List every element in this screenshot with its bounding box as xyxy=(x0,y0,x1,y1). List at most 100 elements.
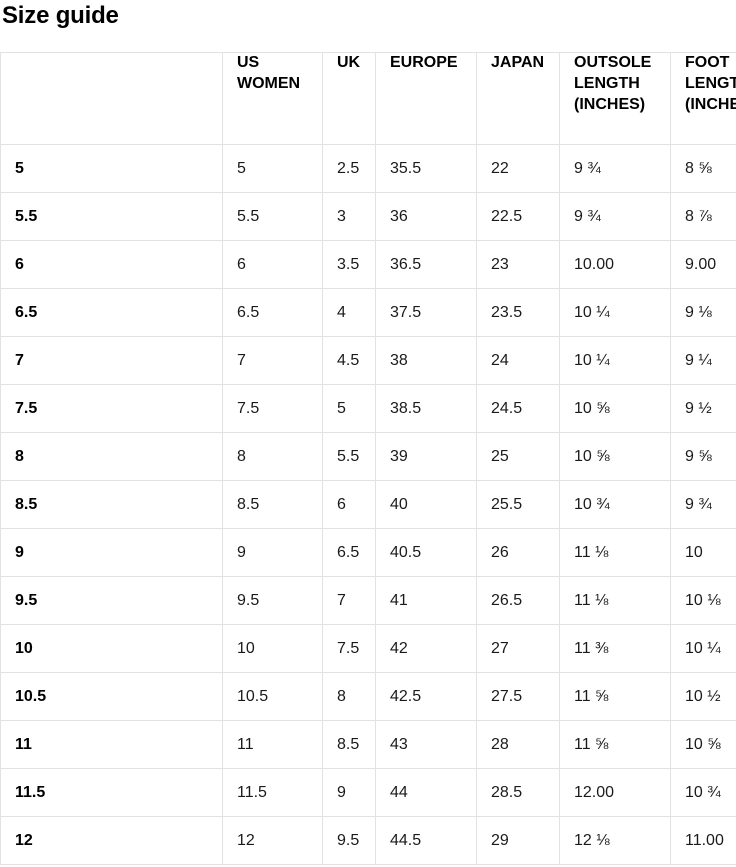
data-cell: 2.5 xyxy=(322,144,376,193)
row-label-cell: 12 xyxy=(0,816,223,865)
data-cell: 11.5 xyxy=(222,768,323,817)
row-label-cell: 6 xyxy=(0,240,223,289)
header-cell: JAPAN xyxy=(476,52,560,145)
data-cell: 9 ¾ xyxy=(670,480,736,529)
data-cell: 11 ⅛ xyxy=(559,576,671,625)
row-label-cell: 9.5 xyxy=(0,576,223,625)
data-cell: 29 xyxy=(476,816,560,865)
data-cell: 36.5 xyxy=(375,240,477,289)
data-cell: 10 ¼ xyxy=(559,288,671,337)
corner-cell xyxy=(0,52,223,145)
data-cell: 27 xyxy=(476,624,560,673)
table-row: 11 11 8.5 43 28 11 ⅝ 10 ⅝ xyxy=(0,720,736,769)
data-cell: 44.5 xyxy=(375,816,477,865)
data-cell: 38 xyxy=(375,336,477,385)
data-cell: 8.5 xyxy=(322,720,376,769)
data-cell: 44 xyxy=(375,768,477,817)
data-cell: 6.5 xyxy=(222,288,323,337)
row-label-cell: 10.5 xyxy=(0,672,223,721)
data-cell: 22.5 xyxy=(476,192,560,241)
data-cell: 9 ¾ xyxy=(559,144,671,193)
data-cell: 9 ¼ xyxy=(670,336,736,385)
row-label-cell: 9 xyxy=(0,528,223,577)
table-row: 9 9 6.5 40.5 26 11 ⅛ 10 xyxy=(0,528,736,577)
data-cell: 23.5 xyxy=(476,288,560,337)
data-cell: 9 ⅛ xyxy=(670,288,736,337)
data-cell: 11 ⅝ xyxy=(559,672,671,721)
data-cell: 11 ⅝ xyxy=(559,720,671,769)
data-cell: 9 xyxy=(222,528,323,577)
row-label-cell: 8.5 xyxy=(0,480,223,529)
data-cell: 12 ⅛ xyxy=(559,816,671,865)
table-head: US WOMEN UK EUROPE JAPAN OUTSOLE LENGTH (inc… xyxy=(0,52,736,145)
data-cell: 3 xyxy=(322,192,376,241)
data-cell: 9 ¾ xyxy=(559,192,671,241)
data-cell: 9.00 xyxy=(670,240,736,289)
data-cell: 25 xyxy=(476,432,560,481)
data-cell: 41 xyxy=(375,576,477,625)
data-cell: 10 ⅛ xyxy=(670,576,736,625)
data-cell: 43 xyxy=(375,720,477,769)
table-row: 11.5 11.5 9 44 28.5 12.00 10 ¾ xyxy=(0,768,736,817)
data-cell: 24.5 xyxy=(476,384,560,433)
row-label-cell: 7 xyxy=(0,336,223,385)
data-cell: 5.5 xyxy=(222,192,323,241)
data-cell: 10 ½ xyxy=(670,672,736,721)
table-row: 10.5 10.5 8 42.5 27.5 11 ⅝ 10 ½ xyxy=(0,672,736,721)
data-cell: 11.00 xyxy=(670,816,736,865)
data-cell: 9 ½ xyxy=(670,384,736,433)
data-cell: 35.5 xyxy=(375,144,477,193)
data-cell: 6 xyxy=(222,240,323,289)
data-cell: 40 xyxy=(375,480,477,529)
data-cell: 10 ⅝ xyxy=(559,384,671,433)
data-cell: 27.5 xyxy=(476,672,560,721)
header-row: US WOMEN UK EUROPE JAPAN OUTSOLE LENGTH (inc… xyxy=(0,52,736,145)
data-cell: 4 xyxy=(322,288,376,337)
data-cell: 9 ⅝ xyxy=(670,432,736,481)
data-cell: 10 ⅝ xyxy=(670,720,736,769)
row-label-cell: 11.5 xyxy=(0,768,223,817)
data-cell: 8 xyxy=(222,432,323,481)
data-cell: 36 xyxy=(375,192,477,241)
row-label-cell: 8 xyxy=(0,432,223,481)
data-cell: 5.5 xyxy=(322,432,376,481)
data-cell: 12 xyxy=(222,816,323,865)
data-cell: 5 xyxy=(322,384,376,433)
data-cell: 9.5 xyxy=(222,576,323,625)
table-row: 12 12 9.5 44.5 29 12 ⅛ 11.00 xyxy=(0,816,736,865)
table-row: 9.5 9.5 7 41 26.5 11 ⅛ 10 ⅛ xyxy=(0,576,736,625)
data-cell: 7 xyxy=(322,576,376,625)
data-cell: 40.5 xyxy=(375,528,477,577)
size-guide-table: US WOMEN UK EUROPE JAPAN OUTSOLE LENGTH (inc… xyxy=(0,52,736,865)
table-row: 6 6 3.5 36.5 23 10.00 9.00 xyxy=(0,240,736,289)
data-cell: 10 ⅝ xyxy=(559,432,671,481)
data-cell: 10 xyxy=(670,528,736,577)
data-cell: 6 xyxy=(322,480,376,529)
header-cell: UK xyxy=(322,52,376,145)
data-cell: 26.5 xyxy=(476,576,560,625)
data-cell: 8.5 xyxy=(222,480,323,529)
page-title: Size guide xyxy=(2,2,119,29)
data-cell: 28 xyxy=(476,720,560,769)
data-cell: 39 xyxy=(375,432,477,481)
row-label-cell: 11 xyxy=(0,720,223,769)
data-cell: 3.5 xyxy=(322,240,376,289)
data-cell: 9.5 xyxy=(322,816,376,865)
data-cell: 12.00 xyxy=(559,768,671,817)
data-cell: 10 ¼ xyxy=(559,336,671,385)
data-cell: 7 xyxy=(222,336,323,385)
header-cell: US WOMEN xyxy=(222,52,323,145)
data-cell: 42.5 xyxy=(375,672,477,721)
data-cell: 7.5 xyxy=(222,384,323,433)
data-cell: 10 ¼ xyxy=(670,624,736,673)
data-cell: 10.5 xyxy=(222,672,323,721)
data-cell: 10 ¾ xyxy=(670,768,736,817)
data-cell: 25.5 xyxy=(476,480,560,529)
data-cell: 8 ⅞ xyxy=(670,192,736,241)
row-label-cell: 7.5 xyxy=(0,384,223,433)
